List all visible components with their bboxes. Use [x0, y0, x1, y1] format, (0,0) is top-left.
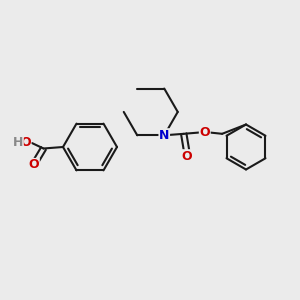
Text: H: H [13, 136, 23, 149]
Text: N: N [159, 129, 169, 142]
Text: O: O [20, 136, 31, 149]
Text: O: O [28, 158, 39, 172]
Text: O: O [200, 126, 210, 139]
Text: O: O [182, 150, 192, 163]
